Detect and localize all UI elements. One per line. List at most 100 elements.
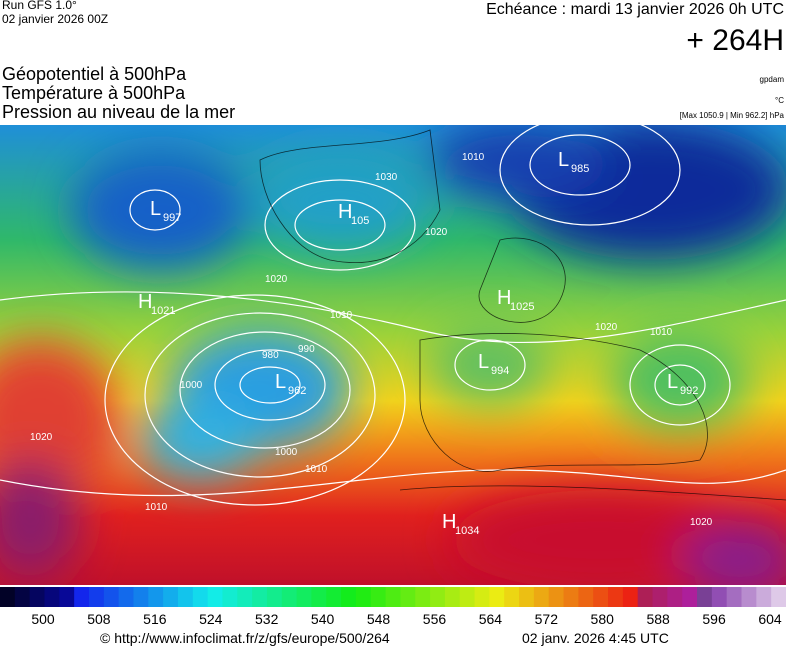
- isobar-label: 990: [298, 344, 315, 355]
- isobar-label: 1010: [650, 327, 673, 338]
- color-swatch: [74, 587, 90, 607]
- color-swatch: [578, 587, 594, 607]
- colorbar-label: 604: [758, 611, 782, 627]
- color-swatch: [118, 587, 134, 607]
- run: Run GFS 1.0°: [2, 0, 77, 12]
- color-swatch: [563, 587, 579, 607]
- color-swatch: [726, 587, 743, 607]
- isobar-label: 1020: [265, 274, 288, 285]
- color-swatch: [682, 587, 698, 607]
- color-swatch: [133, 587, 149, 607]
- run-date: 02 janvier 2026 00Z: [2, 12, 108, 26]
- center-type: H: [338, 201, 352, 223]
- color-swatch: [281, 587, 298, 607]
- color-swatch: [163, 587, 179, 607]
- color-swatch: [59, 587, 75, 607]
- color-swatch: [444, 587, 461, 607]
- color-swatch: [207, 587, 223, 607]
- color-swatch: [177, 587, 194, 607]
- color-swatch: [756, 587, 772, 607]
- unit: gpdam: [760, 75, 785, 84]
- colorbar-label: 564: [479, 611, 503, 627]
- color-swatch: [622, 587, 639, 607]
- forecast: Echéance : mardi 13 janvier 2026 0h UTC: [486, 1, 784, 18]
- field: Géopotentiel à 500hPa: [2, 64, 187, 84]
- horizon: + 264H: [686, 24, 784, 57]
- center-value: 992: [680, 385, 698, 397]
- isobar-label: 1000: [275, 447, 298, 458]
- isobar-label: 1000: [180, 380, 203, 391]
- color-swatch: [548, 587, 565, 607]
- color-swatch: [637, 587, 654, 607]
- unit: °C: [775, 96, 784, 105]
- isobar-label: 1020: [425, 227, 448, 238]
- colorbar-label: 580: [591, 611, 615, 627]
- color-swatch: [593, 587, 609, 607]
- color-swatch: [370, 587, 387, 607]
- color-swatch: [430, 587, 446, 607]
- center-value: 1025: [510, 301, 534, 313]
- color-swatch: [459, 587, 476, 607]
- unit: [Max 1050.9 | Min 962.2] hPa: [680, 111, 785, 120]
- colorbar-label: 588: [646, 611, 670, 627]
- center-type: L: [150, 198, 161, 220]
- colorbar-label: 572: [535, 611, 559, 627]
- center-type: L: [558, 149, 569, 171]
- center-type: H: [497, 287, 511, 309]
- colorbar-label: 540: [311, 611, 335, 627]
- colorbar-label: 516: [143, 611, 167, 627]
- center-value: 962: [288, 385, 306, 397]
- color-swatch: [400, 587, 416, 607]
- center-value: 997: [163, 212, 181, 224]
- color-swatch: [608, 587, 624, 607]
- color-swatch: [489, 587, 505, 607]
- center-type: L: [275, 371, 286, 393]
- center-value: 1034: [455, 525, 479, 537]
- color-swatch: [385, 587, 401, 607]
- center-value: 994: [491, 365, 509, 377]
- color-swatch: [266, 587, 283, 607]
- color-swatch: [14, 587, 31, 607]
- color-swatch: [504, 587, 520, 607]
- center-type: L: [667, 371, 678, 393]
- generated: 02 janv. 2026 4:45 UTC: [522, 630, 669, 646]
- colorbar-label: 548: [367, 611, 391, 627]
- field: Température à 500hPa: [2, 83, 186, 103]
- isobar-label: 1030: [375, 172, 398, 183]
- field: Pression au niveau de la mer: [2, 102, 235, 122]
- color-swatch: [771, 587, 786, 607]
- color-swatch: [474, 587, 490, 607]
- isobar-label: 1010: [145, 502, 168, 513]
- isobar-label: 1010: [462, 152, 485, 163]
- color-swatch: [252, 587, 268, 607]
- center-type: H: [442, 511, 456, 533]
- color-swatch: [533, 587, 550, 607]
- color-swatch: [519, 587, 535, 607]
- color-swatch: [311, 587, 327, 607]
- coastlines: [259, 129, 786, 501]
- isobar-label: 1020: [690, 517, 713, 528]
- center-type: L: [478, 351, 489, 373]
- color-swatch: [711, 587, 728, 607]
- color-swatch: [192, 587, 209, 607]
- color-swatch: [296, 587, 312, 607]
- colorbar: 500 508 516 524 532 540 548 556 564 572 580 588 596 6…: [0, 587, 786, 627]
- colorbar-label: 500: [31, 611, 55, 627]
- color-swatch: [415, 587, 431, 607]
- color-swatch: [326, 587, 342, 607]
- isobars: [0, 125, 786, 506]
- center-value: 105: [351, 215, 369, 227]
- colorbar-label: 556: [423, 611, 447, 627]
- center-type: H: [138, 291, 152, 313]
- colorbar-label: 532: [255, 611, 279, 627]
- color-swatch: [148, 587, 164, 607]
- isobar-label: 1010: [330, 310, 353, 321]
- color-swatch: [103, 587, 120, 607]
- color-swatch: [652, 587, 668, 607]
- color-swatch: [355, 587, 372, 607]
- color-swatch: [29, 587, 45, 607]
- color-swatch: [341, 587, 357, 607]
- map-field: [0, 125, 786, 585]
- color-swatch: [222, 587, 238, 607]
